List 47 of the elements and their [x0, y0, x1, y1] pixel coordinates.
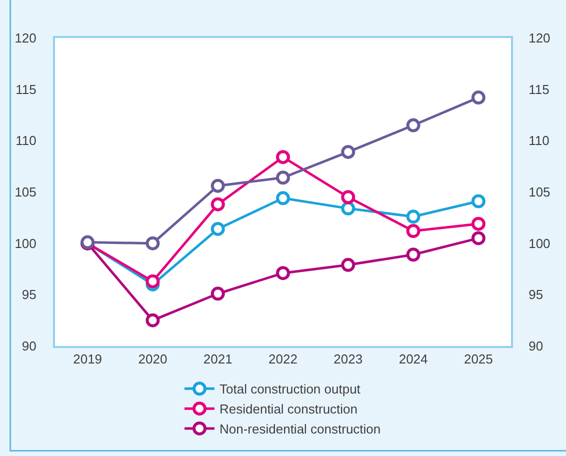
- y2-tick-label: 100: [528, 236, 550, 251]
- point: [341, 190, 356, 204]
- point: [146, 236, 160, 250]
- y-tick-label: 120: [14, 30, 36, 46]
- y2-tick-label: 105: [528, 184, 550, 200]
- point: [471, 231, 486, 246]
- point: [341, 258, 356, 272]
- point: [210, 286, 225, 301]
- point: [471, 216, 486, 231]
- point: [341, 201, 356, 216]
- point: [406, 118, 420, 132]
- y2-tick-label: 120: [528, 30, 550, 46]
- point: [406, 224, 420, 238]
- point: [406, 210, 420, 224]
- y2-tick-label: 95: [528, 287, 544, 302]
- y2-tick-label: 110: [528, 133, 550, 148]
- y-tick-label: 90: [22, 338, 36, 354]
- point: [146, 313, 160, 328]
- point: [406, 248, 420, 262]
- point: [471, 90, 486, 105]
- point: [276, 266, 290, 280]
- x-tick-label: 2021: [203, 352, 232, 367]
- y-tick-label: 110: [16, 133, 36, 148]
- x-tick-label: 2023: [334, 352, 363, 367]
- legend-label: Non-residential construction: [220, 422, 381, 437]
- y2-tick-label: 90: [528, 338, 544, 354]
- point: [276, 191, 290, 206]
- point: [276, 150, 290, 164]
- legend-label: Residential construction: [220, 402, 358, 417]
- y-tick-label: 100: [14, 236, 36, 251]
- x-tick-label: 2025: [464, 352, 493, 367]
- legend-label: Total construction output: [220, 382, 361, 397]
- y-tick-label: 115: [16, 82, 36, 97]
- x-tick-label: 2019: [73, 352, 102, 367]
- point: [276, 170, 290, 185]
- y-tick-label: 105: [14, 184, 36, 200]
- point: [210, 222, 225, 236]
- x-tick-label: 2022: [268, 352, 298, 367]
- x-tick-label: 2024: [398, 352, 428, 367]
- y2-tick-label: 115: [528, 82, 550, 97]
- point: [341, 144, 356, 159]
- point: [471, 194, 486, 208]
- y-tick-label: 95: [22, 287, 36, 302]
- x-tick-label: 2020: [138, 352, 168, 367]
- point: [210, 197, 225, 212]
- point: [210, 178, 225, 193]
- point: [146, 274, 160, 288]
